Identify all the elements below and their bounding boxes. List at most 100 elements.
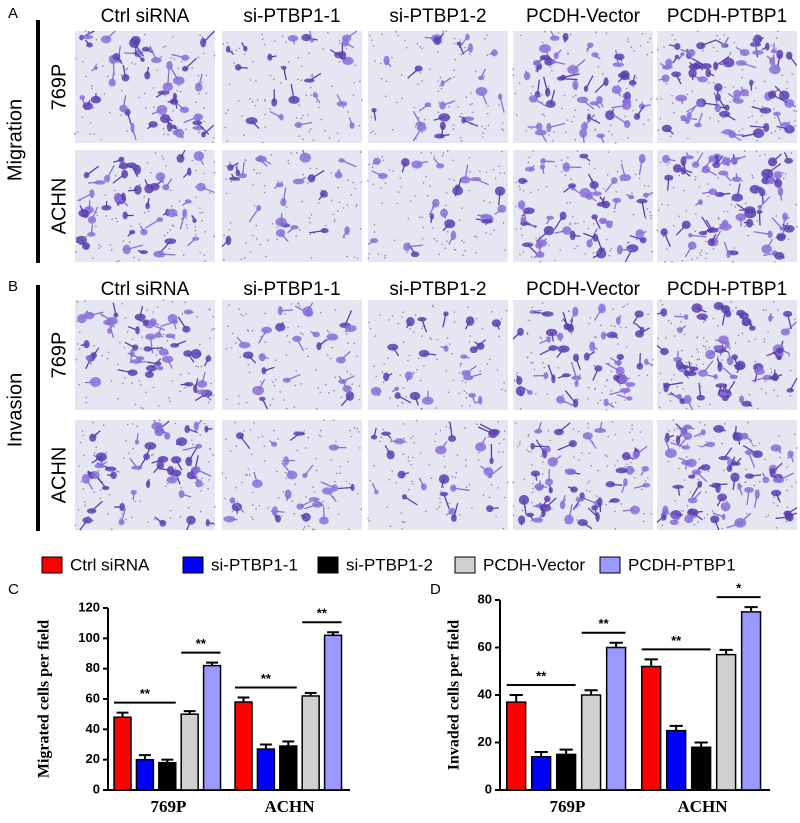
- pore: [673, 419, 675, 421]
- pore: [225, 477, 227, 479]
- pore: [237, 501, 239, 503]
- panel-label: B: [8, 278, 18, 295]
- pore: [256, 238, 258, 240]
- pore: [203, 254, 205, 256]
- row-label: ACHN: [48, 447, 70, 504]
- pore: [195, 196, 197, 198]
- pore: [369, 253, 371, 255]
- pore: [571, 121, 573, 123]
- pore: [184, 302, 186, 304]
- pore: [631, 425, 633, 427]
- pore: [252, 519, 254, 521]
- cell: [478, 396, 482, 405]
- pore: [530, 191, 532, 193]
- pore: [425, 511, 427, 513]
- cell: [535, 130, 547, 136]
- pore: [786, 479, 788, 481]
- pore: [468, 157, 470, 159]
- pore: [521, 234, 523, 236]
- pore: [425, 176, 427, 178]
- pore: [405, 396, 407, 398]
- pore: [244, 159, 246, 161]
- pore: [183, 254, 185, 256]
- pore: [573, 116, 575, 118]
- pore: [455, 477, 457, 479]
- pore: [633, 214, 635, 216]
- bar: [667, 731, 686, 790]
- pore: [614, 434, 616, 436]
- pore: [139, 184, 141, 186]
- pore: [626, 346, 628, 348]
- pore: [452, 476, 454, 478]
- pore: [507, 482, 509, 484]
- pore: [161, 56, 163, 58]
- pore: [131, 382, 133, 384]
- pore: [458, 393, 460, 395]
- bar: [159, 763, 176, 790]
- pore: [669, 162, 671, 164]
- pore: [439, 502, 441, 504]
- pore: [295, 235, 297, 237]
- micrograph-bg: [368, 31, 508, 143]
- pore: [162, 158, 164, 160]
- pore: [724, 423, 726, 425]
- pore: [238, 403, 240, 405]
- pore: [114, 190, 116, 192]
- pore: [431, 339, 433, 341]
- pore: [198, 93, 200, 95]
- pore: [122, 303, 124, 305]
- cell-process: [775, 370, 776, 378]
- pore: [447, 337, 449, 339]
- cell-process: [521, 391, 522, 396]
- pore: [514, 380, 516, 382]
- pore: [226, 348, 228, 350]
- cell-process: [744, 222, 750, 223]
- pore: [290, 152, 292, 154]
- pore: [333, 419, 335, 421]
- bar: [742, 612, 761, 790]
- pore: [420, 452, 422, 454]
- column-header: Ctrl siRNA: [101, 279, 190, 300]
- pore: [608, 151, 610, 153]
- pore: [465, 459, 467, 461]
- pore: [552, 140, 554, 142]
- pore: [116, 221, 118, 223]
- pore: [99, 498, 101, 500]
- pore: [264, 192, 266, 194]
- pore: [420, 380, 422, 382]
- pore: [717, 177, 719, 179]
- pore: [773, 502, 775, 504]
- pore: [421, 335, 423, 337]
- pore: [796, 111, 798, 113]
- pore: [254, 205, 256, 207]
- pore: [98, 470, 100, 472]
- pore: [541, 444, 543, 446]
- pore: [615, 402, 617, 404]
- pore: [291, 303, 293, 305]
- pore: [411, 464, 413, 466]
- pore: [748, 341, 750, 343]
- pore: [359, 447, 361, 449]
- pore: [486, 54, 488, 56]
- pore: [254, 422, 256, 424]
- pore: [531, 502, 533, 504]
- pore: [200, 490, 202, 492]
- pore: [547, 393, 549, 395]
- pore: [733, 42, 735, 44]
- pore: [768, 515, 770, 517]
- pore: [224, 127, 226, 129]
- pore: [275, 359, 277, 361]
- pore: [443, 487, 445, 489]
- pore: [464, 427, 466, 429]
- pore: [722, 117, 724, 119]
- pore: [195, 366, 197, 368]
- pore: [528, 161, 530, 163]
- y-tick-label: 20: [478, 734, 492, 749]
- pore: [277, 180, 279, 182]
- pore: [650, 217, 652, 219]
- pore: [638, 375, 640, 377]
- pore: [577, 398, 579, 400]
- pore: [454, 43, 456, 45]
- pore: [203, 121, 205, 123]
- pore: [500, 172, 502, 174]
